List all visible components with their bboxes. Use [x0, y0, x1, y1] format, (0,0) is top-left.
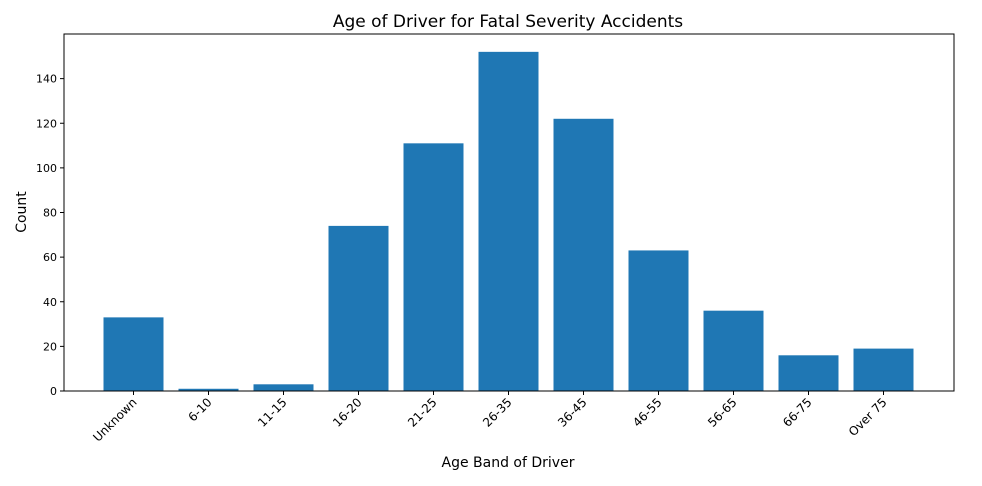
bar-over-75	[853, 348, 914, 391]
bar-unknown	[103, 317, 164, 391]
x-axis: Unknown 6-10 11-15 16-20 21-25 26-35 36-45 46-5…	[90, 391, 890, 445]
x-tick-label: 66-75	[780, 395, 815, 430]
plot-frame	[63, 33, 955, 392]
x-tick-label: 36-45	[555, 395, 590, 430]
x-tick-label: 26-35	[480, 395, 515, 430]
y-tick-label: 60	[43, 251, 57, 264]
x-tick-label: 6-10	[185, 395, 214, 424]
y-tick-label: 80	[43, 207, 57, 220]
x-tick-label: Over 75	[846, 395, 890, 439]
bar-56-65	[703, 310, 764, 391]
x-tick-label: 21-25	[405, 395, 440, 430]
y-tick-label: 140	[36, 73, 57, 86]
x-tick-label: 46-55	[630, 395, 665, 430]
bar-11-15	[253, 384, 314, 391]
bar-36-45	[553, 118, 614, 391]
bar-16-20	[328, 225, 389, 391]
x-tick-label: 11-15	[255, 395, 290, 430]
y-tick-label: 0	[50, 385, 57, 398]
y-tick-label: 20	[43, 340, 57, 353]
x-axis-label: Age Band of Driver	[442, 455, 575, 471]
bar-26-35	[478, 51, 539, 391]
x-tick-label: 16-20	[330, 395, 365, 430]
y-axis-label: Count	[14, 191, 30, 233]
x-tick-label: 56-65	[705, 395, 740, 430]
bar-6-10	[178, 388, 239, 391]
y-tick-label: 40	[43, 296, 57, 309]
x-tick-label: Unknown	[90, 395, 139, 444]
chart-title: Age of Driver for Fatal Severity Acciden…	[333, 12, 683, 32]
y-axis: 0 20 40 60 80 100 120 140	[36, 73, 64, 398]
y-tick-label: 100	[36, 162, 57, 175]
bar-21-25	[403, 143, 464, 391]
bar-66-75	[778, 355, 839, 391]
bar-46-55	[628, 250, 689, 391]
y-tick-label: 120	[36, 117, 57, 130]
bars-group	[103, 51, 914, 391]
